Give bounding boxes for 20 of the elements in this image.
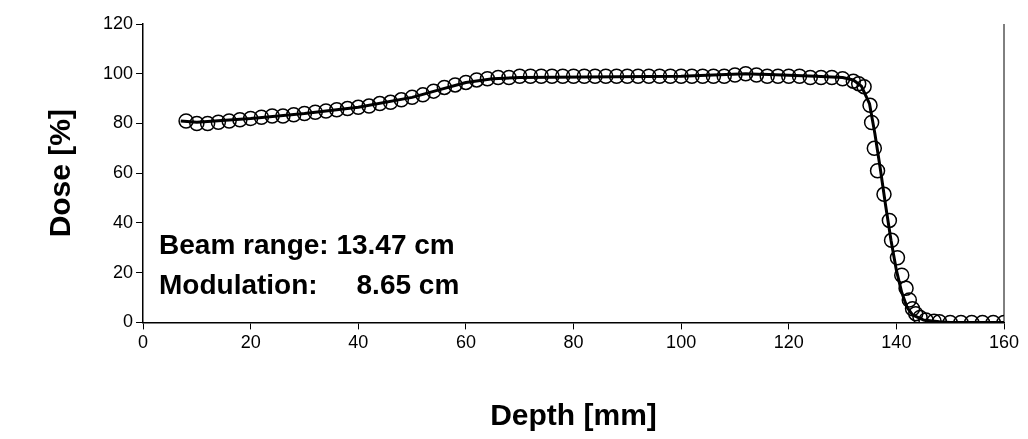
- y-tick-label: 0: [123, 311, 134, 332]
- x-tick-label: 100: [666, 332, 697, 353]
- x-tick-label: 0: [138, 332, 149, 353]
- annotation: Beam range: 13.47 cm: [159, 229, 455, 261]
- x-tick-label: 40: [348, 332, 369, 353]
- x-axis-title: Depth [mm]: [490, 398, 657, 432]
- y-tick-label: 120: [102, 12, 134, 33]
- x-tick-label: 120: [773, 332, 804, 353]
- x-tick-label: 80: [563, 332, 584, 353]
- y-tick-label: 80: [113, 112, 134, 133]
- x-tick-label: 160: [988, 332, 1020, 353]
- y-tick-label: 20: [113, 261, 134, 282]
- x-tick-label: 60: [455, 332, 476, 353]
- y-tick-label: 60: [113, 162, 134, 183]
- x-tick-label: 140: [881, 332, 912, 353]
- x-tick-label: 20: [240, 332, 261, 353]
- y-tick-label: 40: [113, 211, 134, 232]
- y-tick-label: 100: [102, 62, 134, 83]
- y-axis-title: Dose [%]: [43, 109, 77, 238]
- annotation: Modulation: 8.65 cm: [159, 269, 460, 301]
